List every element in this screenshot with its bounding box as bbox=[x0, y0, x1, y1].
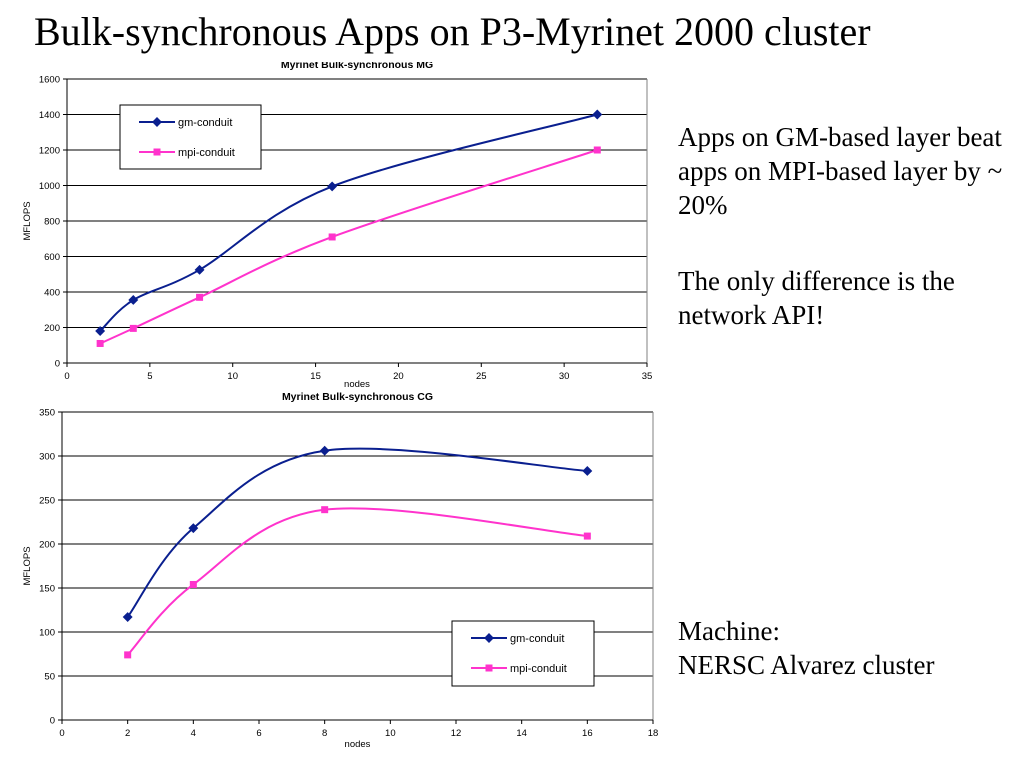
mg-legend-marker bbox=[153, 148, 161, 156]
mg-chart-title: Myrinet Bulk-synchronous MG bbox=[281, 62, 433, 71]
cg-y-axis-label: MFLOPS bbox=[22, 546, 33, 585]
cg-point-mpi-conduit bbox=[124, 651, 132, 659]
cg-x-tick-label: 8 bbox=[322, 728, 327, 739]
mg-series-line-mpi-conduit bbox=[99, 149, 598, 345]
mg-point-mpi-conduit bbox=[129, 324, 137, 332]
cg-y-tick-label: 150 bbox=[39, 584, 55, 595]
mg-legend: gm-conduit mpi-conduit bbox=[119, 104, 262, 170]
machine-name: NERSC Alvarez cluster bbox=[678, 650, 935, 680]
machine-info: Machine: NERSC Alvarez cluster bbox=[678, 614, 1018, 682]
cg-y-tick-label: 100 bbox=[39, 628, 55, 639]
mg-y-tick-label: 200 bbox=[44, 323, 60, 334]
mg-x-axis-label: nodes bbox=[344, 379, 370, 390]
mg-y-tick-label: 600 bbox=[44, 252, 60, 263]
cg-y-tick-label: 300 bbox=[39, 452, 55, 463]
performance-note: Apps on GM-based layer beat apps on MPI-… bbox=[678, 122, 1003, 220]
mg-y-tick-label: 1400 bbox=[39, 110, 60, 121]
cg-y-tick-label: 200 bbox=[39, 540, 55, 551]
cg-point-gm-conduit bbox=[582, 466, 593, 476]
cg-legend-marker bbox=[484, 633, 494, 643]
mg-point-mpi-conduit bbox=[96, 339, 104, 347]
cg-x-tick-label: 4 bbox=[191, 728, 196, 739]
cg-x-tick-label: 14 bbox=[516, 728, 527, 739]
mg-chart: Myrinet Bulk-synchronous MG0200400600800… bbox=[22, 62, 653, 390]
cg-legend-label: gm-conduit bbox=[510, 633, 564, 645]
cg-y-tick-label: 0 bbox=[50, 716, 55, 727]
mg-x-tick-label: 20 bbox=[393, 371, 404, 382]
mg-y-tick-label: 1600 bbox=[39, 75, 60, 86]
cg-x-tick-label: 16 bbox=[582, 728, 593, 739]
cg-chart: Myrinet Bulk-synchronous CG0501001502002… bbox=[22, 391, 659, 750]
mg-point-gm-conduit bbox=[592, 109, 603, 120]
slide-title: Bulk-synchronous Apps on P3-Myrinet 2000… bbox=[34, 9, 871, 54]
cg-x-tick-label: 6 bbox=[256, 728, 261, 739]
cg-legend-box bbox=[451, 620, 595, 687]
mg-y-tick-label: 0 bbox=[55, 359, 60, 370]
cg-series-line-gm-conduit bbox=[126, 447, 588, 618]
difference-note: The only difference is the network API! bbox=[678, 266, 955, 330]
mg-point-mpi-conduit bbox=[328, 233, 336, 241]
mg-x-tick-label: 35 bbox=[642, 371, 653, 382]
cg-point-mpi-conduit bbox=[583, 532, 591, 540]
cg-x-tick-label: 18 bbox=[648, 728, 659, 739]
mg-x-tick-label: 30 bbox=[559, 371, 570, 382]
mg-y-tick-label: 800 bbox=[44, 217, 60, 228]
mg-y-tick-label: 1000 bbox=[39, 181, 60, 192]
cg-x-tick-label: 10 bbox=[385, 728, 396, 739]
cg-legend-label: mpi-conduit bbox=[510, 663, 567, 675]
mg-x-tick-label: 25 bbox=[476, 371, 487, 382]
mg-legend-label: mpi-conduit bbox=[178, 147, 235, 159]
mg-legend-label: gm-conduit bbox=[178, 117, 232, 129]
cg-x-tick-label: 12 bbox=[451, 728, 462, 739]
mg-legend-box bbox=[119, 104, 262, 170]
mg-legend-marker bbox=[152, 117, 162, 127]
cg-point-mpi-conduit bbox=[189, 580, 197, 588]
mg-x-tick-label: 5 bbox=[147, 371, 152, 382]
mg-point-gm-conduit bbox=[128, 295, 139, 305]
cg-x-axis-label: nodes bbox=[345, 739, 371, 750]
mg-point-mpi-conduit bbox=[593, 146, 601, 154]
cg-y-tick-label: 50 bbox=[44, 672, 55, 683]
cg-series-line-mpi-conduit bbox=[126, 507, 588, 656]
cg-x-tick-label: 0 bbox=[59, 728, 64, 739]
cg-x-tick-label: 2 bbox=[125, 728, 130, 739]
mg-point-mpi-conduit bbox=[196, 293, 204, 301]
cg-chart-title: Myrinet Bulk-synchronous CG bbox=[282, 391, 433, 403]
machine-label: Machine: bbox=[678, 616, 780, 646]
cg-point-gm-conduit bbox=[319, 445, 330, 456]
mg-x-tick-label: 15 bbox=[310, 371, 321, 382]
mg-y-tick-label: 400 bbox=[44, 288, 60, 299]
mg-x-tick-label: 10 bbox=[227, 371, 238, 382]
cg-point-mpi-conduit bbox=[321, 506, 329, 514]
cg-legend: gm-conduit mpi-conduit bbox=[451, 620, 595, 687]
cg-legend-marker bbox=[485, 664, 493, 672]
cg-y-tick-label: 250 bbox=[39, 496, 55, 507]
mg-point-gm-conduit bbox=[194, 264, 205, 275]
mg-point-gm-conduit bbox=[327, 181, 338, 192]
cg-point-gm-conduit bbox=[188, 523, 199, 534]
mg-x-tick-label: 0 bbox=[64, 371, 69, 382]
cg-y-tick-label: 350 bbox=[39, 408, 55, 419]
mg-y-axis-label: MFLOPS bbox=[22, 201, 33, 240]
mg-y-tick-label: 1200 bbox=[39, 146, 60, 157]
